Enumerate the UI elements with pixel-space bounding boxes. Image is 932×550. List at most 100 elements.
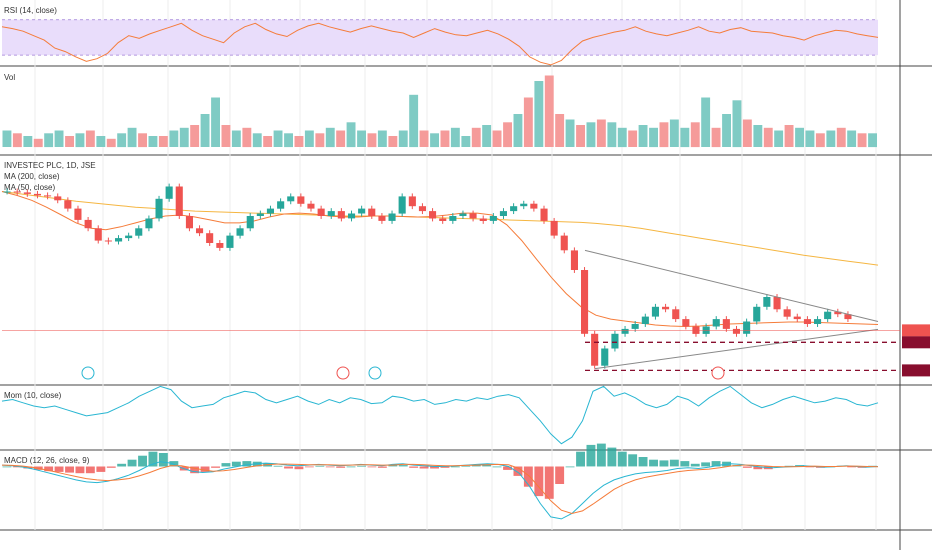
trendline-lower xyxy=(594,328,879,370)
candle-body xyxy=(479,218,487,221)
macd-histogram-bar xyxy=(284,466,293,469)
candle-body xyxy=(489,216,497,221)
volume-bar xyxy=(450,127,460,148)
volume-bar xyxy=(774,130,784,147)
event-marker-circle xyxy=(336,366,350,380)
volume-bar xyxy=(33,138,43,148)
candle-body xyxy=(206,233,214,243)
macd-histogram-bar xyxy=(586,444,596,467)
volume-bar xyxy=(596,119,606,147)
candle-body xyxy=(773,297,781,310)
legend-ma50: MA (50, close) xyxy=(4,183,55,192)
macd-histogram-bar xyxy=(555,466,565,484)
candle-body xyxy=(115,238,123,242)
volume-bar xyxy=(659,122,669,148)
volume-bar xyxy=(200,114,210,147)
macd-histogram-bar xyxy=(127,459,137,467)
candle-body xyxy=(550,220,558,236)
candle-body xyxy=(672,309,680,320)
macd-histogram-bar xyxy=(138,455,147,467)
volume-bar xyxy=(2,130,12,147)
candle-body xyxy=(358,208,366,214)
macd-histogram-bar xyxy=(659,460,669,467)
macd-histogram-bar xyxy=(753,466,763,470)
macd-histogram-bar xyxy=(54,466,64,472)
candle-body xyxy=(418,206,426,212)
volume-bar xyxy=(117,133,127,148)
candle-body xyxy=(135,228,143,236)
volume-bar xyxy=(12,133,22,148)
candle-body xyxy=(348,213,356,219)
candle-body xyxy=(651,306,659,317)
price-level-tag xyxy=(902,324,930,337)
volume-pane: Vol xyxy=(2,73,877,148)
macd-histogram-bar xyxy=(148,451,158,467)
volume-title: Vol xyxy=(4,73,15,82)
candle-body xyxy=(803,319,811,324)
candle-body xyxy=(581,270,589,334)
volume-bar xyxy=(576,125,585,147)
candle-body xyxy=(682,319,690,327)
candle-body xyxy=(307,203,315,209)
volume-bar xyxy=(586,122,596,148)
volume-bar xyxy=(96,136,106,147)
volume-bar xyxy=(690,122,700,148)
candle-body xyxy=(763,297,771,307)
volume-bar xyxy=(85,130,95,147)
rsi-pane: RSI (14, close) xyxy=(1,6,879,66)
volume-bar xyxy=(440,130,450,147)
candle-body xyxy=(722,319,730,329)
candle-body xyxy=(226,235,234,248)
volume-bar xyxy=(722,114,731,147)
macd-histogram-bar xyxy=(638,457,648,467)
candle-body xyxy=(155,198,163,219)
macd-histogram-bar xyxy=(430,466,439,469)
candle-body xyxy=(175,186,183,216)
volume-bar xyxy=(638,125,648,147)
candle-body xyxy=(165,186,173,199)
macd-histogram-bar xyxy=(190,466,200,474)
volume-bar xyxy=(221,125,231,147)
candle-body xyxy=(196,228,204,234)
volume-bar xyxy=(826,130,836,147)
macd-signal-line xyxy=(1,463,879,515)
candle-body xyxy=(783,309,791,317)
volume-bar xyxy=(44,133,54,148)
volume-bar xyxy=(315,133,325,148)
candle-body xyxy=(297,196,305,204)
volume-bar xyxy=(325,127,335,148)
volume-bar xyxy=(857,133,867,148)
candle-body xyxy=(793,316,801,320)
grid xyxy=(34,0,877,530)
candle-body xyxy=(287,196,295,202)
macd-histogram-bar xyxy=(398,465,408,467)
volume-bar xyxy=(763,127,773,148)
momentum-line xyxy=(1,385,879,445)
macd-histogram-bar xyxy=(513,466,523,476)
candle-body xyxy=(408,196,416,207)
volume-bar xyxy=(523,97,533,147)
volume-bar xyxy=(795,127,804,148)
candle-body xyxy=(591,333,599,366)
candle-body xyxy=(621,328,629,334)
candle-body xyxy=(74,208,82,220)
ma200-line xyxy=(1,191,879,266)
macd-histogram-bar xyxy=(680,461,690,467)
macd-histogram-bar xyxy=(701,462,711,467)
candle-body xyxy=(23,192,31,194)
candle-body xyxy=(125,235,133,239)
rsi-band xyxy=(2,19,878,56)
candle-body xyxy=(266,208,274,214)
candle-body xyxy=(33,193,41,196)
candle-body xyxy=(104,240,112,242)
macd-histogram-bar xyxy=(440,466,450,468)
volume-bar xyxy=(836,127,846,148)
candle-body xyxy=(54,196,62,201)
macd-histogram-bar xyxy=(482,464,492,467)
price-axis xyxy=(902,324,930,377)
volume-bar xyxy=(409,94,419,148)
volume-bar xyxy=(753,125,763,147)
volume-bar xyxy=(179,127,189,148)
macd-histogram-bar xyxy=(242,461,252,467)
